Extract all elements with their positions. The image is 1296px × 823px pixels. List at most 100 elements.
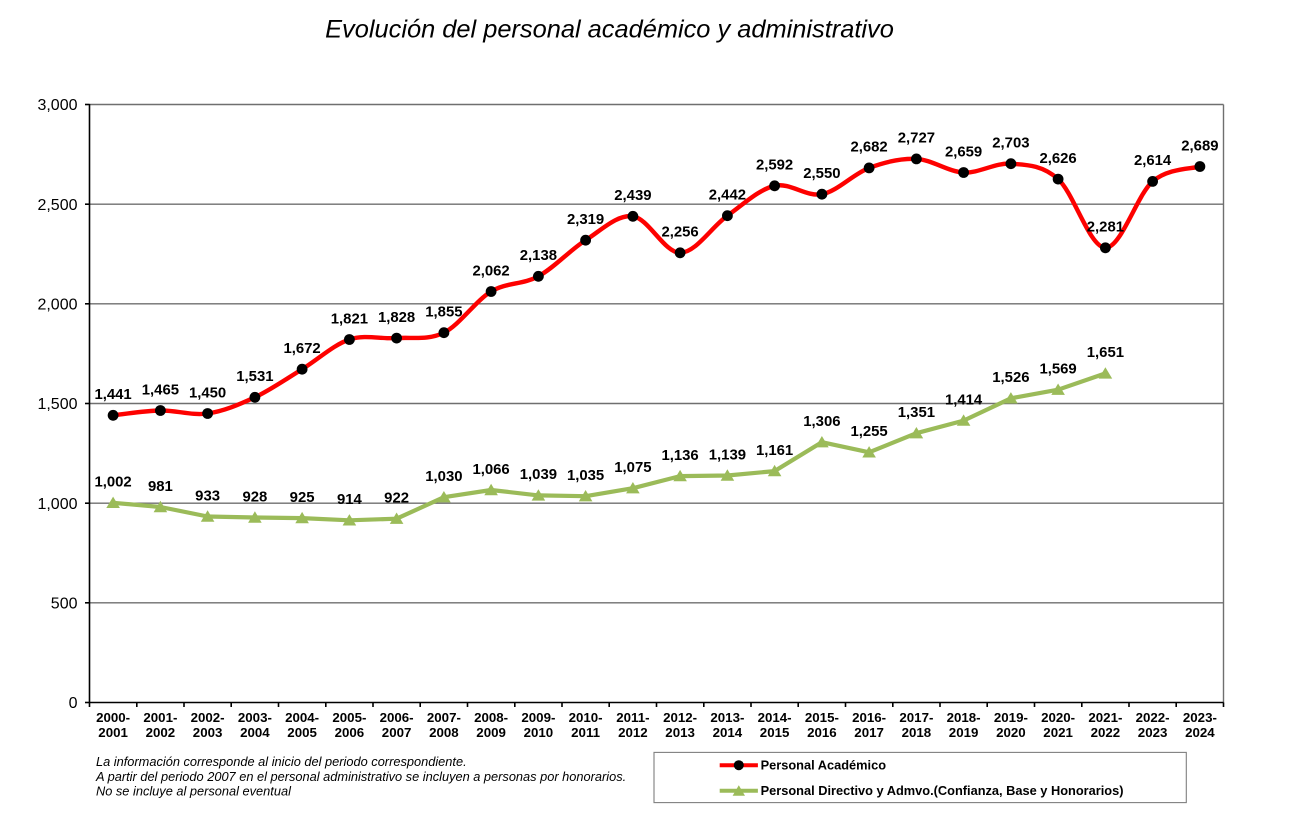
svg-text:1,255: 1,255 (850, 424, 887, 440)
svg-text:2006-: 2006- (380, 710, 414, 725)
svg-text:2020-: 2020- (1041, 710, 1075, 725)
svg-text:1,821: 1,821 (331, 311, 368, 327)
svg-text:933: 933 (195, 488, 220, 504)
svg-text:2016-: 2016- (852, 710, 886, 725)
svg-text:2014: 2014 (713, 725, 743, 740)
svg-text:2003: 2003 (193, 725, 223, 740)
svg-text:2002: 2002 (146, 725, 176, 740)
svg-text:1,441: 1,441 (94, 387, 131, 403)
svg-text:2,626: 2,626 (1039, 151, 1076, 167)
svg-text:A partir del periodo 2007 en e: A partir del periodo 2007 en el personal… (95, 769, 626, 784)
svg-text:1,002: 1,002 (94, 475, 131, 491)
svg-text:2,659: 2,659 (945, 144, 982, 160)
svg-text:2,281: 2,281 (1087, 220, 1124, 236)
svg-text:2021-: 2021- (1088, 710, 1122, 725)
svg-text:2010: 2010 (524, 725, 554, 740)
svg-text:Personal Académico: Personal Académico (761, 757, 887, 772)
svg-text:0: 0 (69, 695, 78, 712)
svg-text:1,066: 1,066 (472, 462, 509, 478)
svg-text:2013-: 2013- (710, 710, 744, 725)
svg-text:1,030: 1,030 (425, 469, 462, 485)
svg-text:2007-: 2007- (427, 710, 461, 725)
svg-text:2010-: 2010- (569, 710, 603, 725)
svg-text:2015: 2015 (760, 725, 790, 740)
svg-text:2019-: 2019- (994, 710, 1028, 725)
svg-text:2006: 2006 (335, 725, 365, 740)
svg-text:2005: 2005 (287, 725, 317, 740)
svg-text:2011-: 2011- (616, 710, 649, 725)
svg-text:2012: 2012 (618, 725, 648, 740)
svg-text:1,139: 1,139 (709, 447, 746, 463)
svg-text:2019: 2019 (949, 725, 979, 740)
svg-text:2004-: 2004- (285, 710, 319, 725)
svg-text:2017-: 2017- (899, 710, 933, 725)
svg-text:2014-: 2014- (758, 710, 792, 725)
svg-text:2022-: 2022- (1136, 710, 1170, 725)
svg-text:2023-: 2023- (1183, 710, 1217, 725)
svg-text:No se incluye al personal even: No se incluye al personal eventual (96, 783, 292, 798)
svg-text:914: 914 (337, 492, 363, 508)
svg-text:2005-: 2005- (332, 710, 366, 725)
svg-text:Personal Directivo y Admvo.(Co: Personal Directivo y Admvo.(Confianza, B… (761, 783, 1124, 798)
svg-text:2,614: 2,614 (1134, 153, 1172, 169)
svg-text:500: 500 (51, 596, 78, 613)
svg-text:2,727: 2,727 (898, 131, 935, 147)
svg-text:1,075: 1,075 (614, 460, 651, 476)
svg-text:1,161: 1,161 (756, 443, 793, 459)
svg-text:Evolución del personal académi: Evolución del personal académico y admin… (325, 16, 894, 44)
svg-text:1,306: 1,306 (803, 414, 840, 430)
svg-text:2022: 2022 (1091, 725, 1121, 740)
svg-text:2002-: 2002- (191, 710, 225, 725)
svg-text:2,703: 2,703 (992, 136, 1029, 152)
svg-text:2003-: 2003- (238, 710, 272, 725)
svg-text:2,592: 2,592 (756, 158, 793, 174)
svg-text:1,500: 1,500 (37, 396, 77, 413)
svg-text:2017: 2017 (854, 725, 884, 740)
svg-text:1,531: 1,531 (236, 369, 273, 385)
svg-text:2011: 2011 (571, 725, 600, 740)
svg-text:922: 922 (384, 491, 409, 507)
svg-text:1,035: 1,035 (567, 468, 604, 484)
svg-text:2009-: 2009- (521, 710, 555, 725)
svg-text:2021: 2021 (1043, 725, 1073, 740)
svg-text:2015-: 2015- (805, 710, 839, 725)
svg-text:2,682: 2,682 (850, 140, 887, 156)
svg-text:2,000: 2,000 (37, 297, 77, 314)
svg-text:2018-: 2018- (947, 710, 981, 725)
svg-text:2013: 2013 (665, 725, 695, 740)
svg-text:2001-: 2001- (143, 710, 177, 725)
svg-text:2,319: 2,319 (567, 212, 604, 228)
svg-text:2012-: 2012- (663, 710, 697, 725)
svg-text:1,000: 1,000 (37, 496, 77, 513)
svg-text:1,136: 1,136 (661, 448, 698, 464)
svg-text:1,651: 1,651 (1087, 345, 1124, 361)
svg-text:2016: 2016 (807, 725, 837, 740)
svg-text:1,672: 1,672 (283, 341, 320, 357)
svg-text:2008: 2008 (429, 725, 459, 740)
svg-text:1,526: 1,526 (992, 370, 1029, 386)
svg-text:2000-: 2000- (96, 710, 130, 725)
svg-text:1,855: 1,855 (425, 305, 462, 321)
svg-text:2,138: 2,138 (520, 248, 557, 264)
svg-text:925: 925 (290, 490, 315, 506)
svg-text:2,256: 2,256 (661, 225, 698, 241)
svg-text:2001: 2001 (98, 725, 128, 740)
svg-text:1,450: 1,450 (189, 385, 226, 401)
svg-text:3,000: 3,000 (37, 97, 77, 114)
svg-text:1,414: 1,414 (945, 392, 983, 408)
svg-text:La información corresponde al: La información corresponde al inicio del… (96, 754, 467, 769)
svg-text:2,439: 2,439 (614, 188, 651, 204)
svg-text:2007: 2007 (382, 725, 412, 740)
svg-text:2008-: 2008- (474, 710, 508, 725)
svg-text:928: 928 (242, 489, 267, 505)
svg-text:1,569: 1,569 (1039, 362, 1076, 378)
svg-text:2020: 2020 (996, 725, 1026, 740)
svg-text:2,550: 2,550 (803, 166, 840, 182)
svg-text:2024: 2024 (1185, 725, 1215, 740)
svg-text:1,039: 1,039 (520, 467, 557, 483)
svg-text:1,351: 1,351 (898, 405, 935, 421)
svg-text:1,828: 1,828 (378, 310, 415, 326)
svg-text:2,689: 2,689 (1181, 138, 1218, 154)
svg-text:2,062: 2,062 (472, 263, 509, 279)
svg-text:2,442: 2,442 (709, 188, 746, 204)
